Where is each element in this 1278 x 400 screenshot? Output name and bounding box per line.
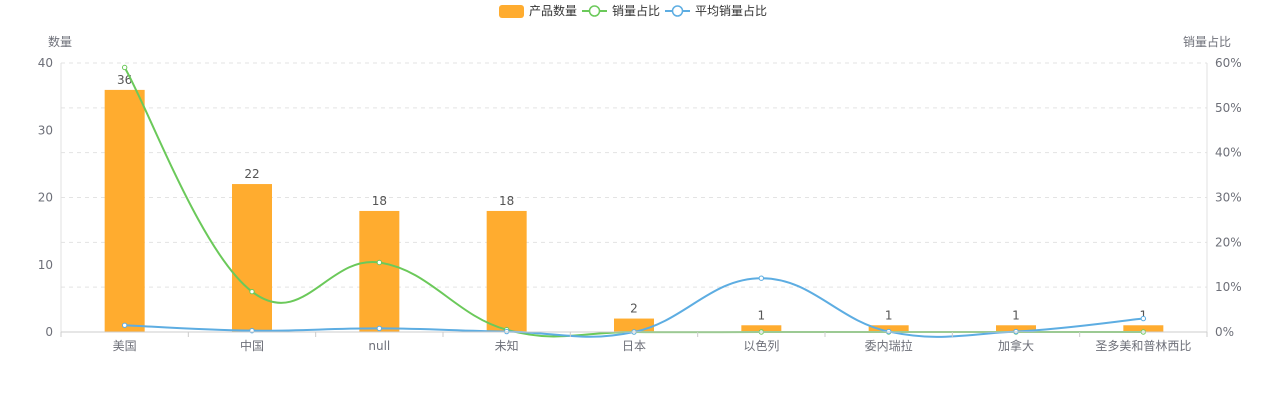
bar[interactable] — [232, 184, 272, 332]
bar[interactable] — [996, 325, 1036, 332]
line-point[interactable] — [121, 64, 128, 71]
y-right-tick-label: 50% — [1215, 101, 1242, 115]
y-left-tick-label: 30 — [38, 123, 53, 137]
y-right-tick-label: 40% — [1215, 146, 1242, 160]
line-point[interactable] — [249, 288, 255, 295]
bar-value-label: 1 — [885, 308, 893, 322]
x-tick-label: null — [368, 339, 390, 353]
x-tick-label: 以色列 — [743, 339, 779, 353]
y-left-tick-label: 40 — [38, 56, 53, 70]
x-tick-label: 委内瑞拉 — [865, 338, 913, 353]
bar[interactable] — [359, 210, 400, 332]
line-point[interactable] — [1140, 315, 1147, 322]
y-right-tick-label: 0% — [1215, 325, 1234, 339]
legend-swatch-marker — [671, 5, 684, 17]
bar[interactable] — [104, 89, 145, 333]
bar[interactable] — [868, 325, 909, 332]
x-tick-label: 日本 — [622, 339, 646, 353]
bar-value-label: 36 — [117, 73, 132, 87]
y-right-tick-label: 10% — [1215, 280, 1242, 294]
legend-swatch-marker — [588, 5, 601, 17]
bar-value-label: 1 — [758, 308, 766, 322]
line-point[interactable] — [376, 325, 383, 332]
y-right-tick-label: 20% — [1215, 235, 1242, 249]
y-right-tick-label: 30% — [1215, 191, 1242, 205]
legend[interactable]: 产品数量 销量占比 平均销量占比 — [499, 3, 767, 18]
bar[interactable] — [741, 325, 782, 332]
y-axis-left-title: 数量 — [48, 34, 72, 49]
bar-series[interactable]: 36 22 18 18 2 1 1 1 1 — [104, 73, 1164, 333]
x-tick-label: 中国 — [240, 338, 264, 353]
y-right-tick-label: 60% — [1215, 56, 1242, 70]
bar-value-label: 22 — [244, 167, 259, 181]
bar-value-label: 1 — [1140, 308, 1148, 322]
bar-value-label: 18 — [372, 194, 387, 208]
y-left-tick-label: 20 — [38, 191, 53, 205]
x-tick-label: 未知 — [495, 339, 519, 353]
y-left-tick-label: 0 — [45, 325, 53, 339]
line-point[interactable] — [758, 275, 765, 281]
x-tick-label: 加拿大 — [998, 338, 1034, 353]
line-point[interactable] — [376, 259, 383, 266]
axes: 0 10 20 30 40 0% 10% 20% 30% 40% 50% 60% 美国 中国 null 未知 日… — [38, 56, 1242, 353]
x-tick-label: 美国 — [113, 339, 137, 353]
y-axis-right-title: 销量占比 — [1183, 34, 1231, 49]
legend-label: 平均销量占比 — [695, 3, 767, 18]
bar-value-label: 18 — [499, 194, 514, 208]
legend-swatch-bar — [499, 5, 524, 18]
legend-item[interactable]: 平均销量占比 — [665, 3, 767, 18]
line-series[interactable] — [121, 64, 1147, 338]
legend-item[interactable]: 产品数量 — [499, 3, 577, 18]
legend-label: 销量占比 — [612, 3, 660, 18]
x-tick-label: 圣多美和普林西比 — [1095, 339, 1191, 353]
bar[interactable] — [1123, 325, 1164, 332]
bar-value-label: 2 — [630, 302, 638, 316]
y-left-tick-label: 10 — [38, 258, 53, 272]
legend-item[interactable]: 销量占比 — [582, 3, 660, 18]
legend-label: 产品数量 — [529, 3, 577, 18]
gridlines — [61, 62, 1207, 288]
bar-value-label: 1 — [1012, 308, 1020, 322]
bar[interactable] — [486, 210, 527, 332]
line-point[interactable] — [121, 322, 128, 328]
